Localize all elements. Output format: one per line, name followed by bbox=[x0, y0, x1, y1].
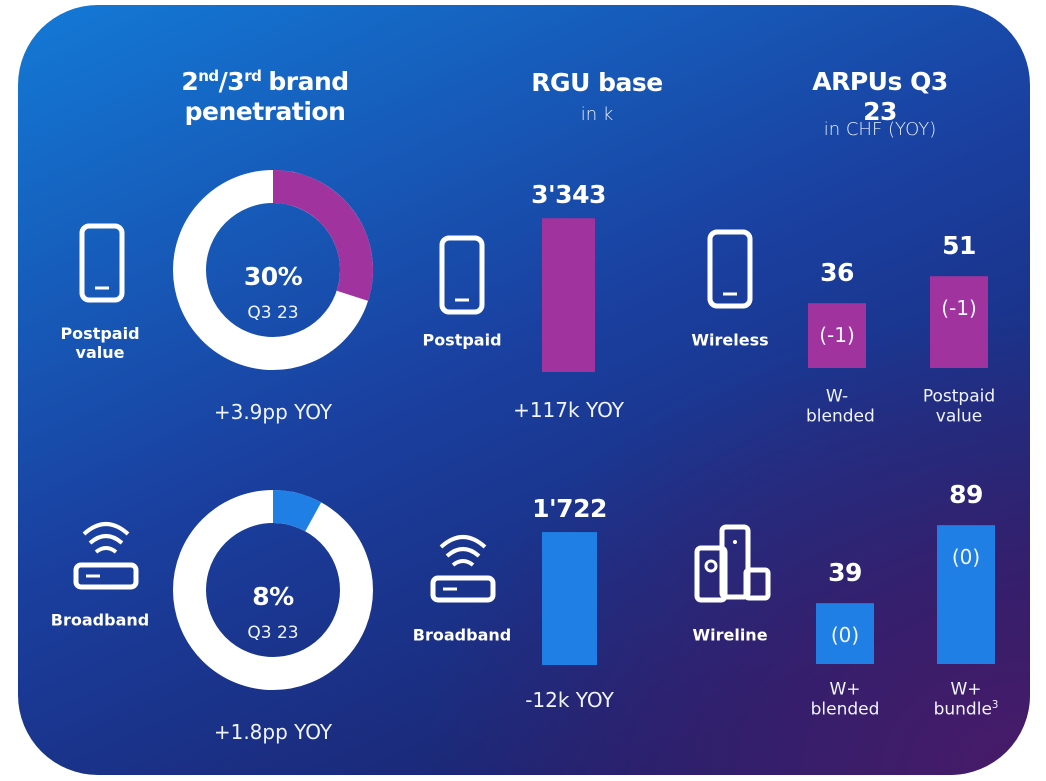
bar-change: -12k YOY bbox=[525, 688, 614, 712]
header-part: rd bbox=[244, 66, 262, 85]
header-line: penetration bbox=[184, 97, 346, 127]
bar-change: (-1) bbox=[819, 323, 855, 348]
donut-value: 8% bbox=[252, 582, 294, 611]
penetration-header: 2nd/3rd brand penetration bbox=[145, 67, 385, 127]
bar bbox=[930, 276, 988, 368]
bar-change: (0) bbox=[951, 545, 981, 570]
bar bbox=[937, 525, 995, 664]
bar-value: 3'343 bbox=[531, 180, 606, 210]
bar bbox=[816, 603, 874, 664]
row-label: Wireless bbox=[691, 330, 769, 350]
bar-value: 39 bbox=[828, 558, 862, 588]
row-label: Postpaid value bbox=[60, 323, 140, 362]
bar-change: (0) bbox=[830, 623, 860, 648]
phone-icon bbox=[707, 229, 753, 309]
footnote-mark: 3 bbox=[991, 700, 999, 712]
bar-category: W-blended bbox=[806, 387, 875, 428]
bar bbox=[808, 303, 866, 368]
bar-category-text: W-blended bbox=[806, 386, 875, 427]
rgu-unit: in k bbox=[580, 104, 614, 126]
bar bbox=[542, 218, 595, 372]
bar-category: W+ bundle3 bbox=[921, 680, 1011, 721]
donut-value: 30% bbox=[243, 262, 303, 291]
bar-value: 36 bbox=[820, 258, 854, 288]
tv-box-icon bbox=[694, 524, 771, 603]
donut-segment bbox=[273, 170, 373, 301]
row-label: Wireline bbox=[692, 625, 768, 645]
bar-category-text: W+ bundle bbox=[933, 679, 992, 720]
bar-category: W+ blended bbox=[800, 680, 890, 721]
donut-period: Q3 23 bbox=[247, 302, 299, 323]
donut-segment bbox=[273, 490, 322, 532]
arpu-unit: in CHF (YOY) bbox=[823, 119, 937, 141]
bar-value: 51 bbox=[942, 231, 976, 261]
bar-value: 1'722 bbox=[532, 494, 607, 524]
icons bbox=[73, 223, 771, 603]
bar-value: 89 bbox=[949, 480, 983, 510]
header-part: /3 bbox=[218, 67, 245, 97]
phone-icon bbox=[79, 223, 125, 303]
phone-icon bbox=[439, 235, 485, 315]
bar bbox=[542, 532, 597, 665]
row-label: Broadband bbox=[412, 625, 512, 645]
header-part: 2 bbox=[181, 67, 199, 97]
bar-category-text: Postpaid value bbox=[922, 386, 996, 427]
row-label: Broadband bbox=[50, 610, 150, 630]
router-icon bbox=[73, 522, 139, 590]
header-part: brand bbox=[268, 67, 349, 97]
header-part: nd bbox=[198, 66, 219, 85]
rgu-header: RGU base bbox=[531, 68, 663, 97]
bar-change: +117k YOY bbox=[513, 398, 624, 422]
donut-period: Q3 23 bbox=[247, 622, 299, 643]
bar-category-text: W+ blended bbox=[810, 679, 880, 720]
donut-change: +1.8pp YOY bbox=[213, 720, 333, 744]
arpu-header: ARPUs Q3 23 bbox=[812, 67, 948, 126]
router-icon bbox=[430, 535, 496, 603]
bar-category: Postpaid value bbox=[914, 387, 1004, 428]
donut-change: +3.9pp YOY bbox=[213, 400, 333, 424]
bar-change: (-1) bbox=[941, 296, 977, 321]
row-label: Postpaid bbox=[422, 330, 502, 350]
